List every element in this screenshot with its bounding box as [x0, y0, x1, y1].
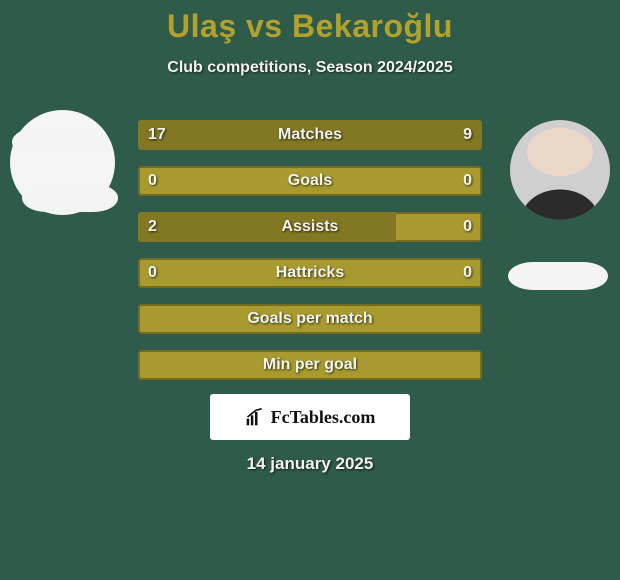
- fctables-icon: [245, 407, 265, 427]
- stat-row-label: Min per goal: [138, 350, 482, 380]
- player-left-flag-2: [22, 184, 118, 212]
- stat-row: Min per goal: [138, 350, 482, 380]
- page-subtitle: Club competitions, Season 2024/2025: [0, 59, 620, 77]
- stat-row-label: Goals per match: [138, 304, 482, 334]
- player-left-flag-1: [12, 128, 108, 156]
- stat-row-label: Matches: [138, 120, 482, 150]
- page-title: Ulaş vs Bekaroğlu: [0, 0, 620, 45]
- date-label: 14 january 2025: [0, 454, 620, 474]
- comparison-card: Ulaş vs Bekaroğlu Club competitions, Sea…: [0, 0, 620, 580]
- stat-row-label: Assists: [138, 212, 482, 242]
- stat-row: 00Goals: [138, 166, 482, 196]
- logo-text: FcTables.com: [271, 407, 376, 428]
- stat-bars: 179Matches 00Goals 20Assists 00Hattricks Goa…: [138, 120, 482, 396]
- stat-row: 00Hattricks: [138, 258, 482, 288]
- stat-row: 20Assists: [138, 212, 482, 242]
- logo-box[interactable]: FcTables.com: [210, 394, 410, 440]
- player-right-silhouette: [510, 120, 610, 220]
- stat-row: Goals per match: [138, 304, 482, 334]
- stat-row-label: Hattricks: [138, 258, 482, 288]
- stat-row: 179Matches: [138, 120, 482, 150]
- player-right-avatar: [510, 120, 610, 220]
- stat-row-label: Goals: [138, 166, 482, 196]
- player-right-flag: [508, 262, 608, 290]
